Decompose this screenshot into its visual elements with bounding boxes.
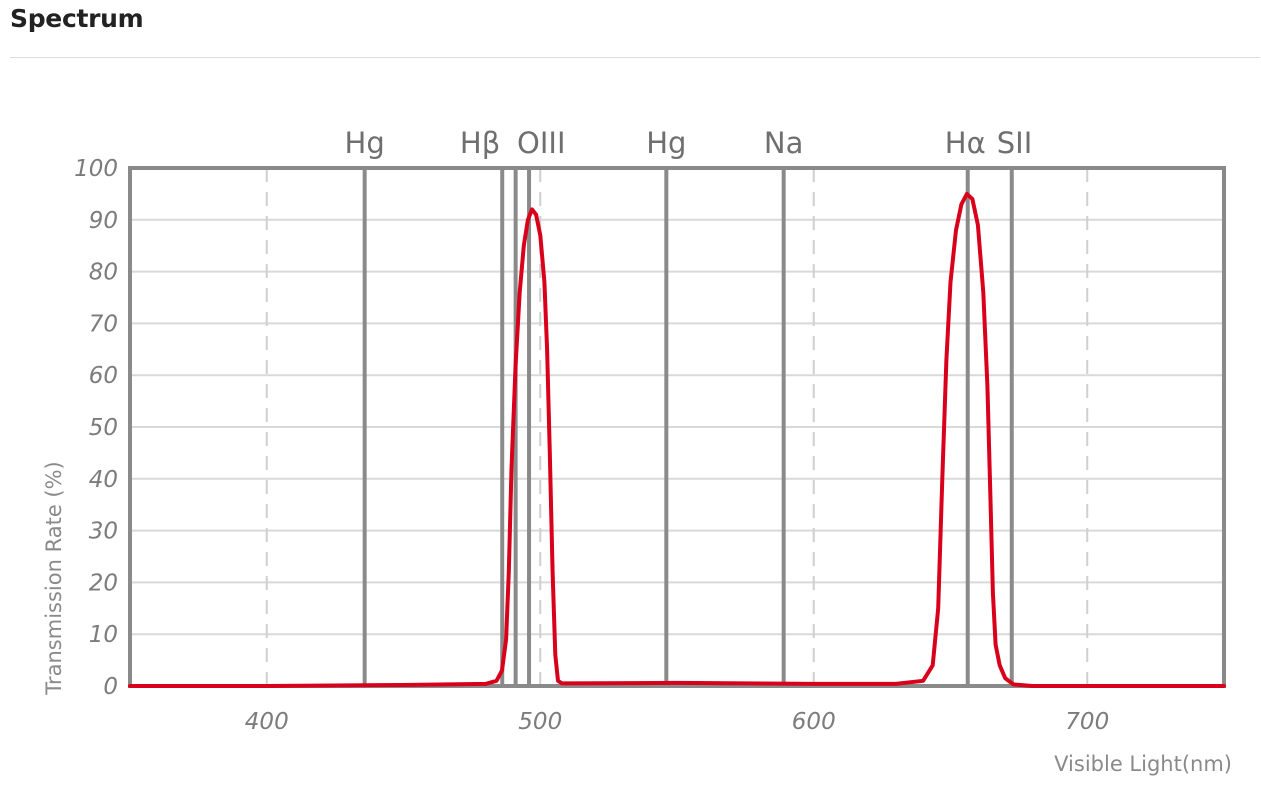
y-tick-label: 70 — [89, 311, 118, 337]
reference-lines-layer — [362, 168, 1014, 686]
reference-line-label: OIII — [517, 126, 565, 160]
y-axis-title: Transmission Rate (%) — [42, 461, 66, 696]
y-tick-label: 20 — [89, 570, 118, 596]
y-tick-label: 40 — [89, 467, 118, 493]
x-tick-label: 500 — [518, 709, 562, 735]
reference-line-label: Hα — [945, 126, 986, 160]
y-tick-label: 100 — [74, 156, 118, 182]
x-tick-label: 600 — [792, 709, 836, 735]
reference-line-label: Hg — [646, 126, 686, 160]
plot-frame — [128, 166, 1226, 688]
reference-line-label: SII — [997, 126, 1033, 160]
line-labels-layer: Hg Hβ OIII Hg Na Hα SII — [345, 126, 1033, 160]
reference-line-label: Hβ — [460, 126, 500, 160]
y-tick-label: 30 — [89, 519, 118, 545]
grid-layer — [130, 168, 1224, 686]
y-tick-label: 80 — [89, 260, 118, 286]
tick-labels-layer: 0 10 20 30 40 50 60 70 80 90 100 400 500 600 700 — [74, 156, 1109, 735]
y-tick-label: 60 — [89, 363, 118, 389]
y-tick-label: 10 — [89, 622, 118, 648]
reference-line-label: Hg — [345, 126, 385, 160]
section-header: Spectrum — [10, 0, 1260, 58]
x-tick-label: 700 — [1065, 709, 1109, 735]
y-tick-label: 90 — [89, 208, 118, 234]
reference-line-label: Na — [764, 126, 803, 160]
x-tick-label: 400 — [245, 709, 289, 735]
y-tick-label: 50 — [89, 415, 118, 441]
x-axis-title: Visible Light(nm) — [1054, 752, 1232, 776]
transmission-curve — [128, 191, 1226, 688]
y-tick-label: 0 — [103, 674, 118, 700]
section-title: Spectrum — [10, 4, 144, 33]
